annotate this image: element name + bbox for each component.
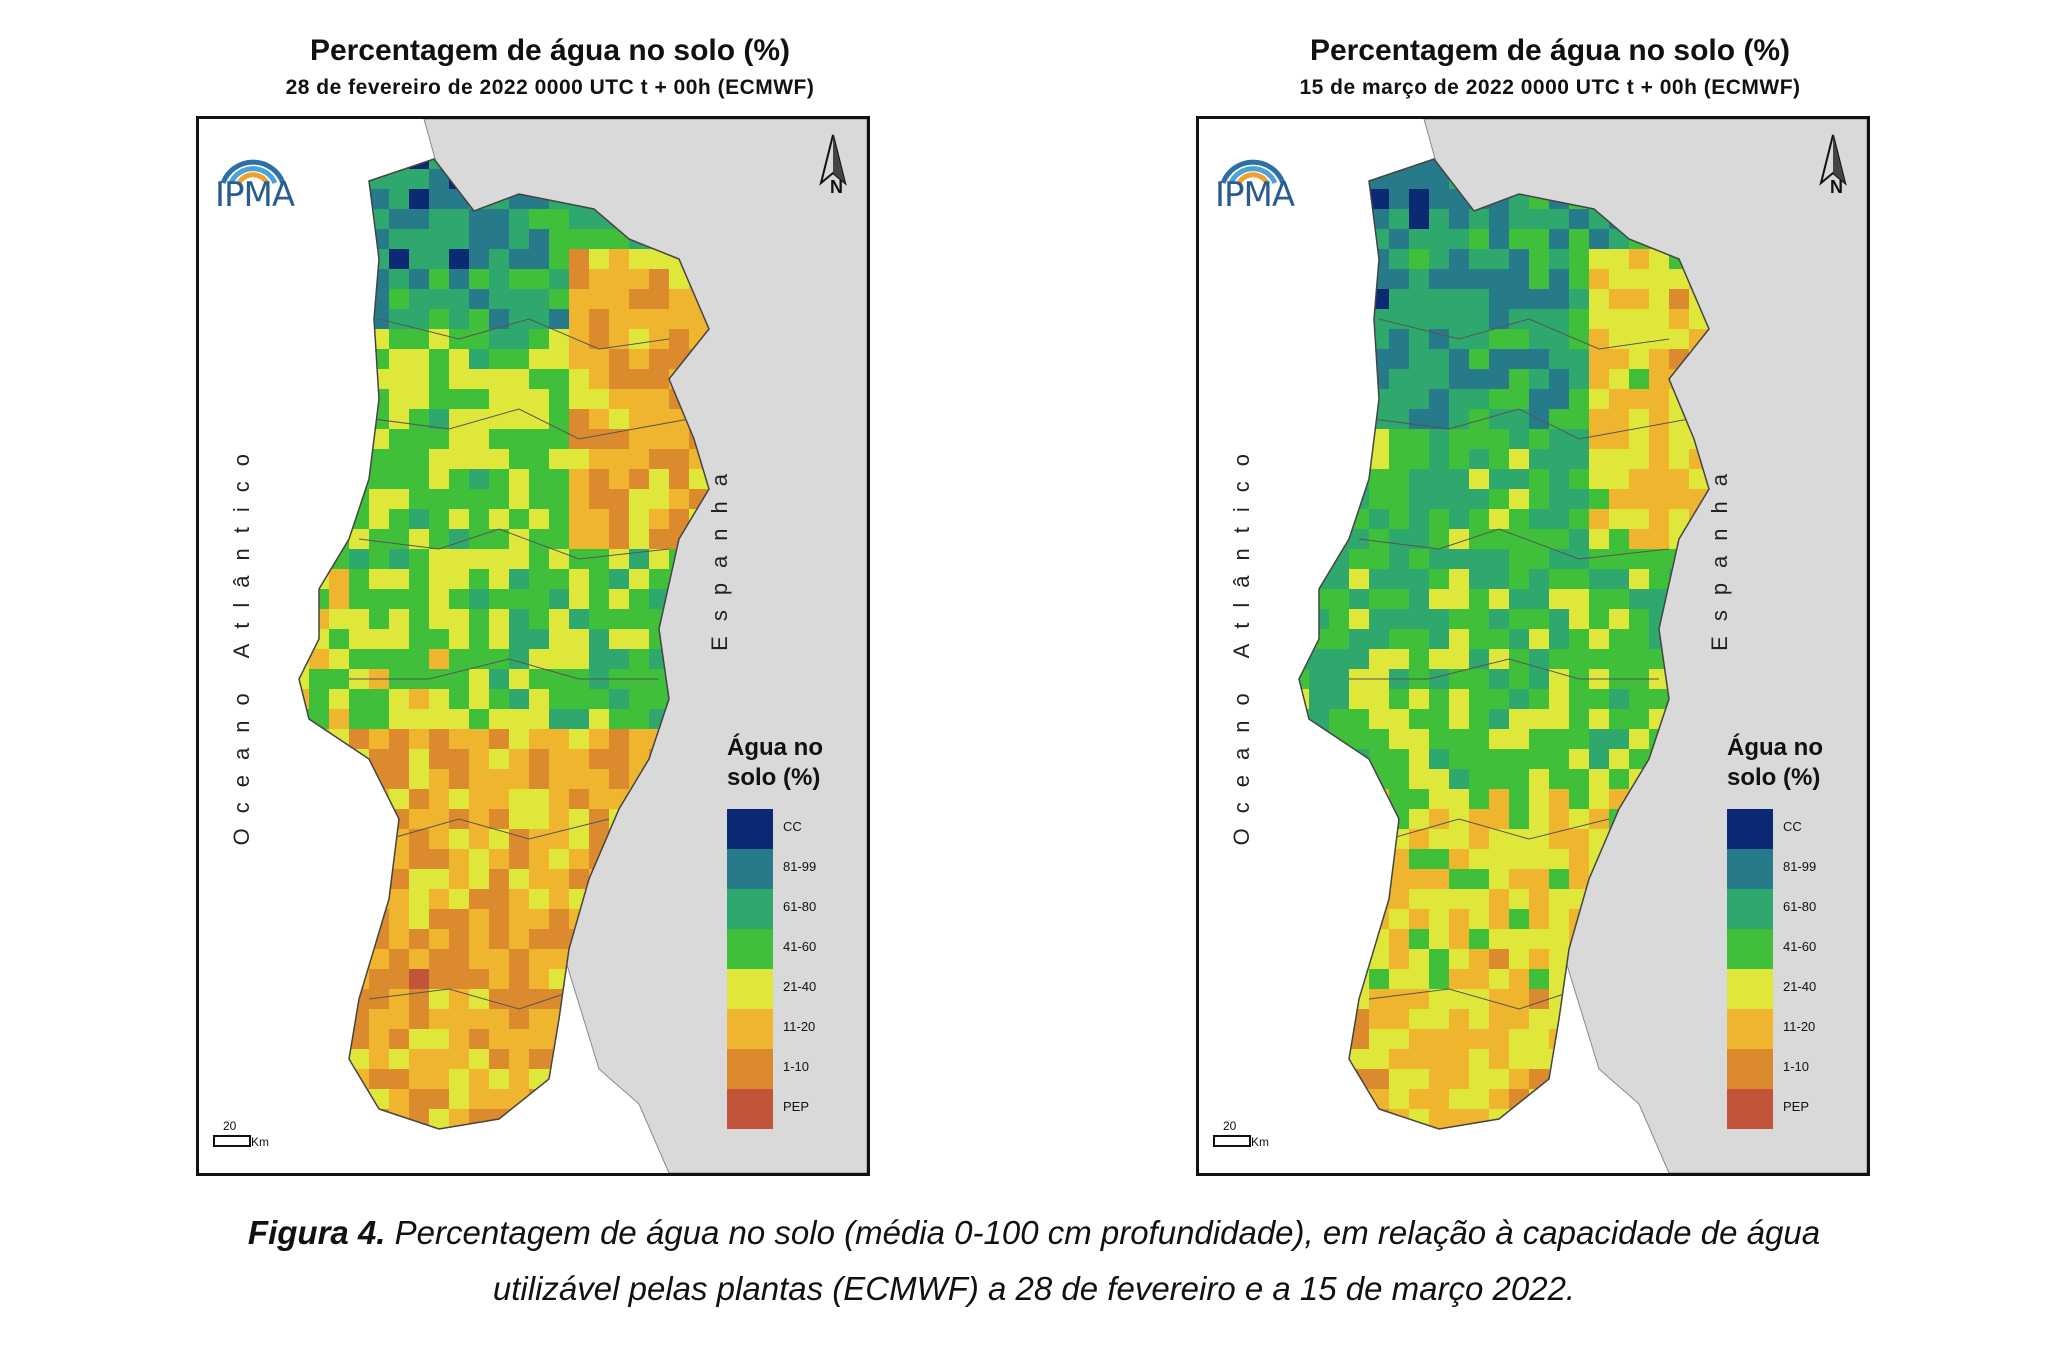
legend-label: 11-20 — [783, 1019, 816, 1034]
ocean-label: Oceano Atlântico — [229, 439, 254, 846]
legend: Água no solo (%) CC 81-99 61-80 41-60 21-40 1… — [727, 733, 837, 1129]
district-border — [1358, 528, 1670, 560]
legend-item: 81-99 — [727, 849, 837, 889]
legend-item: 41-60 — [727, 929, 837, 969]
map-panel-mar: Percentagem de água no solo (%) 15 de ma… — [1100, 0, 2000, 1180]
scale-bar: 20 Km — [213, 1119, 303, 1159]
legend-label: 61-80 — [1783, 899, 1817, 914]
district-border — [358, 528, 670, 560]
legend-list: CC 81-99 61-80 41-60 21-40 11-20 1-10 PEP — [1727, 809, 1837, 1129]
legend-swatch — [727, 849, 773, 889]
legend-label: 1-10 — [783, 1059, 810, 1074]
legend-swatch — [1727, 1089, 1773, 1129]
north-arrow-icon — [813, 133, 853, 213]
north-label: N — [1830, 177, 1843, 197]
legend-label: CC — [1783, 819, 1802, 834]
portugal-outline — [298, 158, 710, 1130]
legend-item: 1-10 — [727, 1049, 837, 1089]
legend-swatch — [1727, 849, 1773, 889]
district-border — [1373, 408, 1690, 440]
district-border — [388, 818, 610, 840]
logo-text: IPMA — [1215, 175, 1295, 215]
legend-item: 61-80 — [727, 889, 837, 929]
legend-item: PEP — [727, 1089, 837, 1129]
legend-swatch — [727, 1089, 773, 1129]
map-subtitle: 15 de março de 2022 0000 UTC t + 00h (EC… — [1299, 76, 1801, 99]
map-subtitle: 28 de fevereiro de 2022 0000 UTC t + 00h… — [285, 76, 815, 99]
legend-item: CC — [1727, 809, 1837, 849]
legend-label: PEP — [783, 1099, 810, 1114]
legend: Água no solo (%) CC 81-99 61-80 41-60 21-40 1… — [1727, 733, 1837, 1129]
legend-swatch — [1727, 969, 1773, 1009]
ipma-logo-icon — [1213, 133, 1293, 233]
scale-unit: Km — [251, 1135, 269, 1149]
legend-swatch — [727, 1009, 773, 1049]
legend-item: CC — [727, 809, 837, 849]
legend-swatch — [1727, 1009, 1773, 1049]
district-border — [1349, 658, 1659, 680]
legend-swatch — [727, 969, 773, 1009]
legend-label: 61-80 — [783, 899, 817, 914]
ipma-logo-icon — [213, 133, 293, 233]
figure-caption-line1: Figura 4. Percentagem de água no solo (m… — [60, 1206, 2008, 1260]
district-border — [1388, 818, 1610, 840]
map-frame: IPMA N Oceano Atlântico Espanha Água no … — [196, 116, 870, 1176]
map-panel-feb: Percentagem de água no solo (%) 28 de fe… — [100, 0, 1000, 1180]
legend-title: Água no solo (%) — [1727, 734, 1823, 791]
legend-item: 41-60 — [1727, 929, 1837, 969]
legend-label: 41-60 — [1783, 939, 1817, 954]
legend-item: 21-40 — [727, 969, 837, 1009]
legend-item: 81-99 — [1727, 849, 1837, 889]
district-border — [349, 658, 659, 680]
map-title: Percentagem de água no solo (%) — [309, 34, 791, 67]
legend-swatch — [727, 929, 773, 969]
legend-item: 11-20 — [727, 1009, 837, 1049]
legend-swatch — [1727, 889, 1773, 929]
legend-label: 41-60 — [783, 939, 817, 954]
legend-title: Água no solo (%) — [727, 734, 823, 791]
scale-unit: Km — [1251, 1135, 1269, 1149]
legend-swatch — [727, 809, 773, 849]
legend-list: CC 81-99 61-80 41-60 21-40 11-20 1-10 PEP — [727, 809, 837, 1129]
legend-item: 21-40 — [1727, 969, 1837, 1009]
caption-text: Percentagem de água no solo (média 0-100… — [385, 1214, 1821, 1251]
district-border — [373, 408, 690, 440]
north-label: N — [830, 177, 843, 197]
scale-bar: 20 Km — [1213, 1119, 1303, 1159]
legend-label: PEP — [1783, 1099, 1810, 1114]
legend-label: 11-20 — [1783, 1019, 1816, 1034]
legend-item: 11-20 — [1727, 1009, 1837, 1049]
scale-box — [213, 1135, 251, 1147]
north-arrow-icon — [1813, 133, 1853, 213]
legend-item: 1-10 — [1727, 1049, 1837, 1089]
figure-label: Figura 4. — [247, 1214, 386, 1251]
ocean-label: Oceano Atlântico — [1229, 439, 1254, 846]
legend-item: 61-80 — [1727, 889, 1837, 929]
legend-label: CC — [783, 819, 802, 834]
legend-label: 81-99 — [783, 859, 817, 874]
legend-label: 81-99 — [1783, 859, 1817, 874]
district-border — [1368, 988, 1580, 1010]
legend-swatch — [1727, 809, 1773, 849]
legend-swatch — [727, 1049, 773, 1089]
map-frame: IPMA N Oceano Atlântico Espanha Água no … — [1196, 116, 1870, 1176]
figure-caption-line2: utilizável pelas plantas (ECMWF) a 28 de… — [492, 1270, 1576, 1307]
district-border — [368, 988, 580, 1010]
scale-value: 20 — [223, 1119, 237, 1133]
legend-swatch — [1727, 1049, 1773, 1089]
legend-swatch — [727, 889, 773, 929]
portugal-outline — [1298, 158, 1710, 1130]
map-title: Percentagem de água no solo (%) — [1309, 34, 1791, 67]
district-border — [1378, 318, 1670, 350]
legend-label: 21-40 — [783, 979, 817, 994]
legend-label: 1-10 — [1783, 1059, 1810, 1074]
district-border — [378, 318, 670, 350]
legend-item: PEP — [1727, 1089, 1837, 1129]
scale-box — [1213, 1135, 1251, 1147]
legend-swatch — [1727, 929, 1773, 969]
legend-label: 21-40 — [1783, 979, 1817, 994]
scale-value: 20 — [1223, 1119, 1237, 1133]
logo-text: IPMA — [215, 175, 295, 215]
